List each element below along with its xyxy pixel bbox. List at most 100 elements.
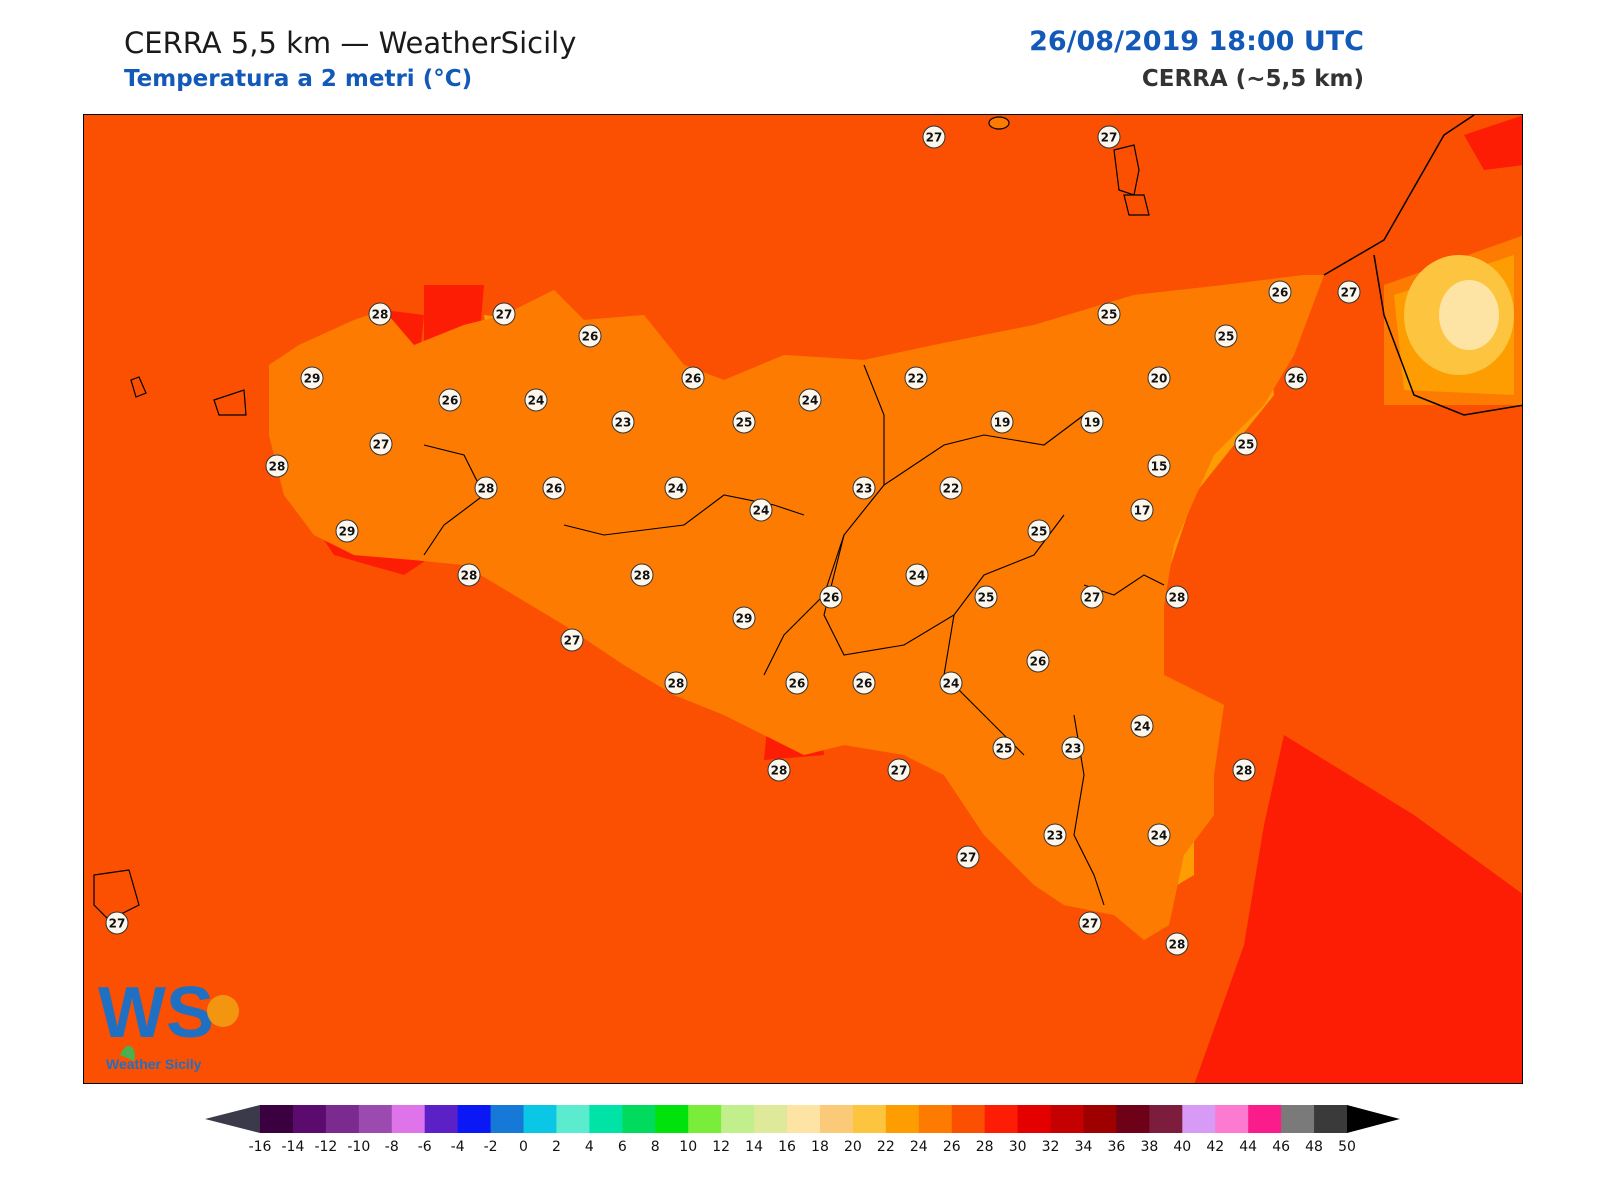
station-marker[interactable]: 23 xyxy=(852,476,876,500)
station-circle xyxy=(1337,280,1361,304)
station-circle xyxy=(492,302,516,326)
station-marker[interactable]: 24 xyxy=(524,388,548,412)
station-marker[interactable]: 28 xyxy=(368,302,392,326)
station-circle xyxy=(956,845,980,869)
station-marker[interactable]: 24 xyxy=(1130,714,1154,738)
station-marker[interactable]: 28 xyxy=(630,563,654,587)
station-marker[interactable]: 24 xyxy=(1147,823,1171,847)
station-marker[interactable]: 27 xyxy=(1097,125,1121,149)
station-marker[interactable]: 25 xyxy=(1214,324,1238,348)
station-marker[interactable]: 28 xyxy=(1165,585,1189,609)
station-value: 25 xyxy=(1218,330,1235,344)
colorbar-swatch xyxy=(292,1105,327,1133)
station-marker[interactable]: 26 xyxy=(852,671,876,695)
station-marker[interactable]: 27 xyxy=(887,758,911,782)
station-marker[interactable]: 25 xyxy=(1097,302,1121,326)
forecast-datetime: 26/08/2019 18:00 UTC xyxy=(1029,26,1364,57)
station-marker[interactable]: 27 xyxy=(1078,911,1102,935)
station-circle xyxy=(1097,125,1121,149)
station-marker[interactable]: 27 xyxy=(560,628,584,652)
station-value: 24 xyxy=(668,482,685,496)
station-marker[interactable]: 29 xyxy=(300,366,324,390)
station-marker[interactable]: 26 xyxy=(542,476,566,500)
station-value: 27 xyxy=(496,308,513,322)
colorbar-tick-label: 44 xyxy=(1239,1139,1257,1155)
colorbar-tick-label: -14 xyxy=(282,1139,305,1155)
station-marker[interactable]: 28 xyxy=(474,476,498,500)
map-canvas[interactable]: 27 27 28 27 26 29 26 24 26 25 25 26 27 24 22 20 26 23 25 19… xyxy=(84,115,1523,1084)
station-marker[interactable]: 22 xyxy=(939,476,963,500)
station-marker[interactable]: 23 xyxy=(1043,823,1067,847)
station-marker[interactable]: 15 xyxy=(1147,454,1171,478)
station-circle xyxy=(798,388,822,412)
colorbar-tick-label: 26 xyxy=(943,1139,961,1155)
colorbar-swatch xyxy=(457,1105,492,1133)
station-circle xyxy=(1080,585,1104,609)
station-circle xyxy=(922,125,946,149)
station-marker[interactable]: 26 xyxy=(681,366,705,390)
station-marker[interactable]: 19 xyxy=(990,410,1014,434)
station-marker[interactable]: 26 xyxy=(578,324,602,348)
station-marker[interactable]: 23 xyxy=(1061,736,1085,760)
station-marker[interactable]: 26 xyxy=(438,388,462,412)
field-30-calabria xyxy=(1464,115,1522,170)
station-value: 26 xyxy=(1288,372,1305,386)
station-marker[interactable]: 22 xyxy=(904,366,928,390)
station-marker[interactable]: 25 xyxy=(992,736,1016,760)
station-value: 28 xyxy=(1169,591,1186,605)
station-value: 28 xyxy=(634,569,651,583)
station-marker[interactable]: 26 xyxy=(1268,280,1292,304)
station-marker[interactable]: 26 xyxy=(1026,649,1050,673)
colorbar-arrow-left xyxy=(205,1105,260,1133)
station-circle xyxy=(105,911,129,935)
station-marker[interactable]: 27 xyxy=(1080,585,1104,609)
station-marker[interactable]: 27 xyxy=(956,845,980,869)
station-circle xyxy=(887,758,911,782)
colorbar-tick-label: -8 xyxy=(385,1139,399,1155)
station-marker[interactable]: 29 xyxy=(335,519,359,543)
station-marker[interactable]: 17 xyxy=(1130,498,1154,522)
station-marker[interactable]: 25 xyxy=(974,585,998,609)
station-marker[interactable]: 27 xyxy=(105,911,129,935)
border-palermo-agrigento xyxy=(563,494,805,536)
station-circle xyxy=(767,758,791,782)
station-circle xyxy=(1232,758,1256,782)
station-marker[interactable]: 26 xyxy=(1284,366,1308,390)
station-marker[interactable]: 20 xyxy=(1147,366,1171,390)
station-marker[interactable]: 28 xyxy=(1165,932,1189,956)
colorbar-arrow-right xyxy=(1347,1105,1400,1133)
station-marker[interactable]: 28 xyxy=(265,454,289,478)
colorbar-tick-label: -10 xyxy=(347,1139,370,1155)
station-circle xyxy=(1097,302,1121,326)
station-marker[interactable]: 26 xyxy=(819,585,843,609)
station-marker[interactable]: 28 xyxy=(1232,758,1256,782)
station-marker[interactable]: 23 xyxy=(611,410,635,434)
colorbar-tick-label: 38 xyxy=(1140,1139,1158,1155)
station-marker[interactable]: 27 xyxy=(1337,280,1361,304)
station-marker[interactable]: 28 xyxy=(664,671,688,695)
station-marker[interactable]: 25 xyxy=(732,410,756,434)
station-marker[interactable]: 24 xyxy=(798,388,822,412)
station-value: 26 xyxy=(582,330,599,344)
station-marker[interactable]: 25 xyxy=(1027,519,1051,543)
station-value: 28 xyxy=(461,569,478,583)
station-marker[interactable]: 24 xyxy=(664,476,688,500)
station-marker[interactable]: 28 xyxy=(457,563,481,587)
station-marker[interactable]: 26 xyxy=(785,671,809,695)
station-marker[interactable]: 24 xyxy=(749,498,773,522)
station-marker[interactable]: 27 xyxy=(492,302,516,326)
station-marker[interactable]: 24 xyxy=(905,563,929,587)
station-value: 26 xyxy=(789,677,806,691)
station-marker[interactable]: 27 xyxy=(922,125,946,149)
colorbar-tick-label: 8 xyxy=(651,1139,660,1155)
station-marker[interactable]: 24 xyxy=(939,671,963,695)
station-circle xyxy=(749,498,773,522)
station-circle xyxy=(1234,432,1258,456)
station-marker[interactable]: 28 xyxy=(767,758,791,782)
temperature-map[interactable]: 27 27 28 27 26 29 26 24 26 25 25 26 27 24 22 20 26 23 25 19… xyxy=(83,114,1523,1084)
station-marker[interactable]: 29 xyxy=(732,606,756,630)
station-marker[interactable]: 27 xyxy=(369,432,393,456)
station-marker[interactable]: 19 xyxy=(1080,410,1104,434)
station-marker[interactable]: 25 xyxy=(1234,432,1258,456)
station-value: 24 xyxy=(943,677,960,691)
